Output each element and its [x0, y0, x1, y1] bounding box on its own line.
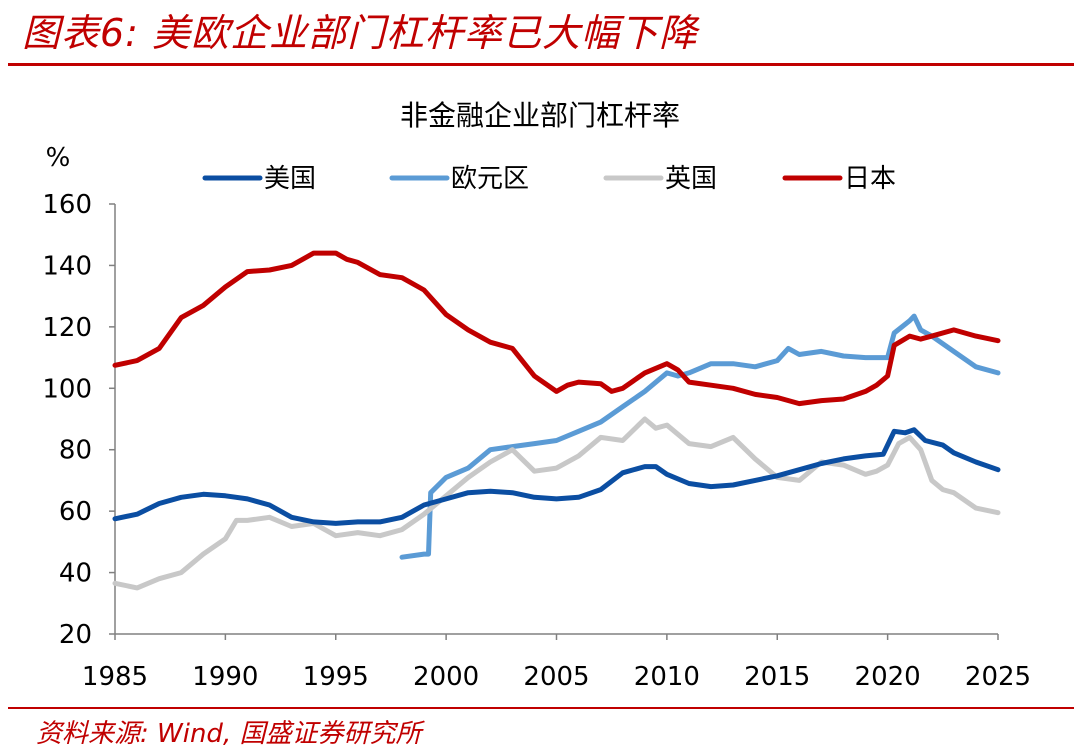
- source-note: 资料来源: Wind, 国盛证券研究所: [36, 719, 422, 749]
- series-line-3: [112, 416, 1001, 591]
- series-line-4: [112, 250, 1001, 407]
- y-tick-label: 120: [42, 313, 92, 343]
- legend-label: 美国: [264, 164, 316, 194]
- y-tick-label: 60: [59, 497, 92, 527]
- y-tick-label: 140: [42, 251, 92, 281]
- x-tick-label: 2000: [413, 662, 479, 692]
- x-tick-label: 2010: [634, 662, 700, 692]
- chart-axes: 20 40 60 80 100 120 140 160 1985 1990 1995 2000 2005…: [42, 190, 1031, 692]
- y-tick-label: 80: [59, 436, 92, 466]
- legend-label: 英国: [665, 164, 717, 194]
- x-tick-label: 2020: [855, 662, 921, 692]
- y-tick-label: 100: [42, 374, 92, 404]
- y-tick-label: 160: [42, 190, 92, 220]
- x-tick-label: 1990: [192, 662, 258, 692]
- title-divider: [8, 63, 1074, 66]
- series-line-2: [399, 313, 1001, 560]
- x-tick-label: 2015: [744, 662, 810, 692]
- chart-series-lines: [112, 250, 1001, 591]
- legend-label: 日本: [844, 164, 896, 194]
- series-line-1: [112, 427, 1001, 526]
- chart-title: 非金融企业部门杠杆率: [400, 99, 680, 132]
- y-tick-label: 40: [59, 559, 92, 589]
- y-axis-unit: %: [46, 143, 71, 173]
- figure-title: 图表6: 美欧企业部门杠杆率已大幅下降: [22, 11, 699, 55]
- x-tick-label: 2025: [965, 662, 1031, 692]
- legend-label: 欧元区: [451, 164, 529, 194]
- source-divider: [8, 707, 1074, 709]
- x-tick-label: 1985: [82, 662, 148, 692]
- x-tick-label: 1995: [303, 662, 369, 692]
- chart-legend: 美国 欧元区 英国 日本: [202, 164, 896, 194]
- y-tick-label: 20: [59, 620, 92, 650]
- x-tick-label: 2005: [523, 662, 589, 692]
